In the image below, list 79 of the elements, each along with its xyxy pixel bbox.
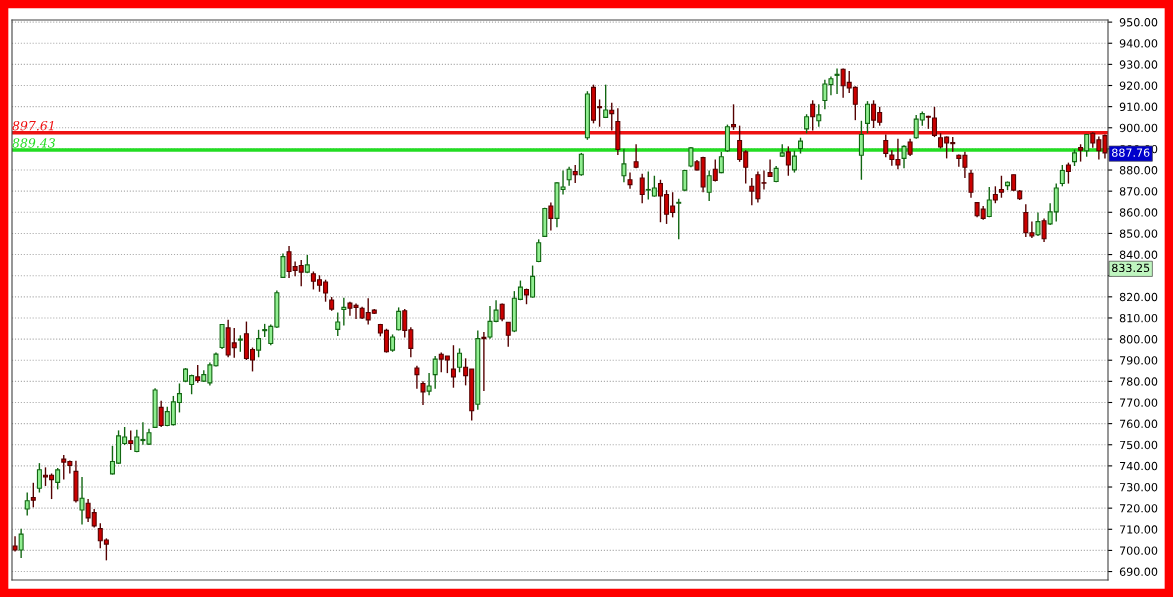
- y-tick-label: 860.00: [1119, 208, 1158, 217]
- y-tick-label: 770.00: [1120, 398, 1158, 407]
- candlestick: [280, 252, 286, 279]
- candlestick: [858, 120, 864, 181]
- candlestick: [481, 331, 487, 392]
- y-tick-label: 940.00: [1119, 39, 1158, 48]
- candlestick: [420, 380, 426, 406]
- ref-line-label: 889.43: [12, 138, 55, 148]
- y-tick-label: 840.00: [1119, 250, 1158, 259]
- candlestick: [256, 329, 262, 358]
- candlestick: [79, 476, 85, 526]
- candlestick: [901, 144, 907, 169]
- y-tick-label: 710.00: [1120, 525, 1158, 534]
- candlestick: [767, 158, 773, 178]
- candlestick: [706, 169, 712, 202]
- candlestick: [676, 198, 682, 241]
- candlestick: [578, 152, 584, 177]
- candlestick: [834, 67, 840, 95]
- y-tick-label: 750.00: [1120, 440, 1158, 450]
- candlestick: [1059, 164, 1065, 188]
- y-tick-label: 900.00: [1119, 123, 1158, 133]
- y-tick-label: 730.00: [1120, 482, 1158, 492]
- y-tick-label: 920.00: [1119, 81, 1158, 90]
- y-tick-label: 950.00: [1119, 18, 1158, 27]
- candlestick: [621, 147, 627, 183]
- candlestick: [36, 462, 42, 494]
- y-tick-label: 740.00: [1120, 461, 1158, 471]
- candlestick: [816, 103, 822, 128]
- y-tick-label: 700.00: [1120, 546, 1158, 555]
- candlestick: [1065, 161, 1071, 185]
- y-tick-label: 780.00: [1120, 377, 1158, 386]
- candlestick: [548, 201, 554, 232]
- candlestick: [639, 173, 645, 204]
- candlestick: [785, 145, 791, 177]
- candlestick: [530, 264, 536, 299]
- candlestick: [457, 347, 463, 373]
- candlestick: [1035, 211, 1041, 237]
- y-tick-label: 870.00: [1119, 187, 1158, 196]
- candlestick: [986, 186, 992, 219]
- candlestick: [450, 344, 456, 389]
- candlestick: [810, 99, 816, 132]
- y-tick-label: 820.00: [1119, 292, 1158, 302]
- candlestick: [128, 429, 134, 451]
- candlestick: [432, 355, 438, 390]
- candlestick: [883, 133, 889, 159]
- candlestick: [24, 491, 30, 517]
- y-tick-label: 790.00: [1120, 356, 1158, 365]
- candlestick: [791, 150, 797, 174]
- candlestick: [731, 103, 737, 131]
- candlestick: [633, 143, 639, 170]
- candlestick: [1041, 217, 1047, 243]
- candlestick: [566, 165, 572, 187]
- candlestick: [335, 311, 341, 337]
- candlestick: [414, 365, 420, 390]
- annotation: 833.25: [1112, 263, 1150, 273]
- candlestick: [968, 169, 974, 199]
- candlestick: [341, 296, 347, 327]
- ref-line-label: 897.61: [12, 120, 54, 131]
- y-tick-label: 810.00: [1119, 313, 1158, 323]
- y-tick-label: 800.00: [1119, 335, 1158, 344]
- y-tick-label: 760.00: [1120, 419, 1158, 428]
- candlestick: [55, 467, 61, 491]
- candlestick: [603, 83, 609, 119]
- candlestick: [505, 321, 511, 348]
- candlestick: [158, 400, 164, 428]
- candlestick: [998, 175, 1004, 199]
- candlestick: [30, 482, 36, 509]
- candlestick: [219, 323, 225, 350]
- candlestick: [18, 527, 24, 559]
- y-tick-label: 930.00: [1119, 60, 1158, 69]
- candlestick: [609, 101, 615, 132]
- y-tick-label: 910.00: [1119, 102, 1158, 112]
- candlestick: [804, 113, 810, 134]
- y-tick-label: 720.00: [1120, 504, 1158, 513]
- y-tick-label: 690.00: [1119, 567, 1158, 576]
- y-tick-label: 880.00: [1119, 166, 1158, 175]
- y-tick-label: 850.00: [1119, 229, 1158, 238]
- candlestick: [864, 100, 870, 134]
- candlestick: [426, 372, 432, 397]
